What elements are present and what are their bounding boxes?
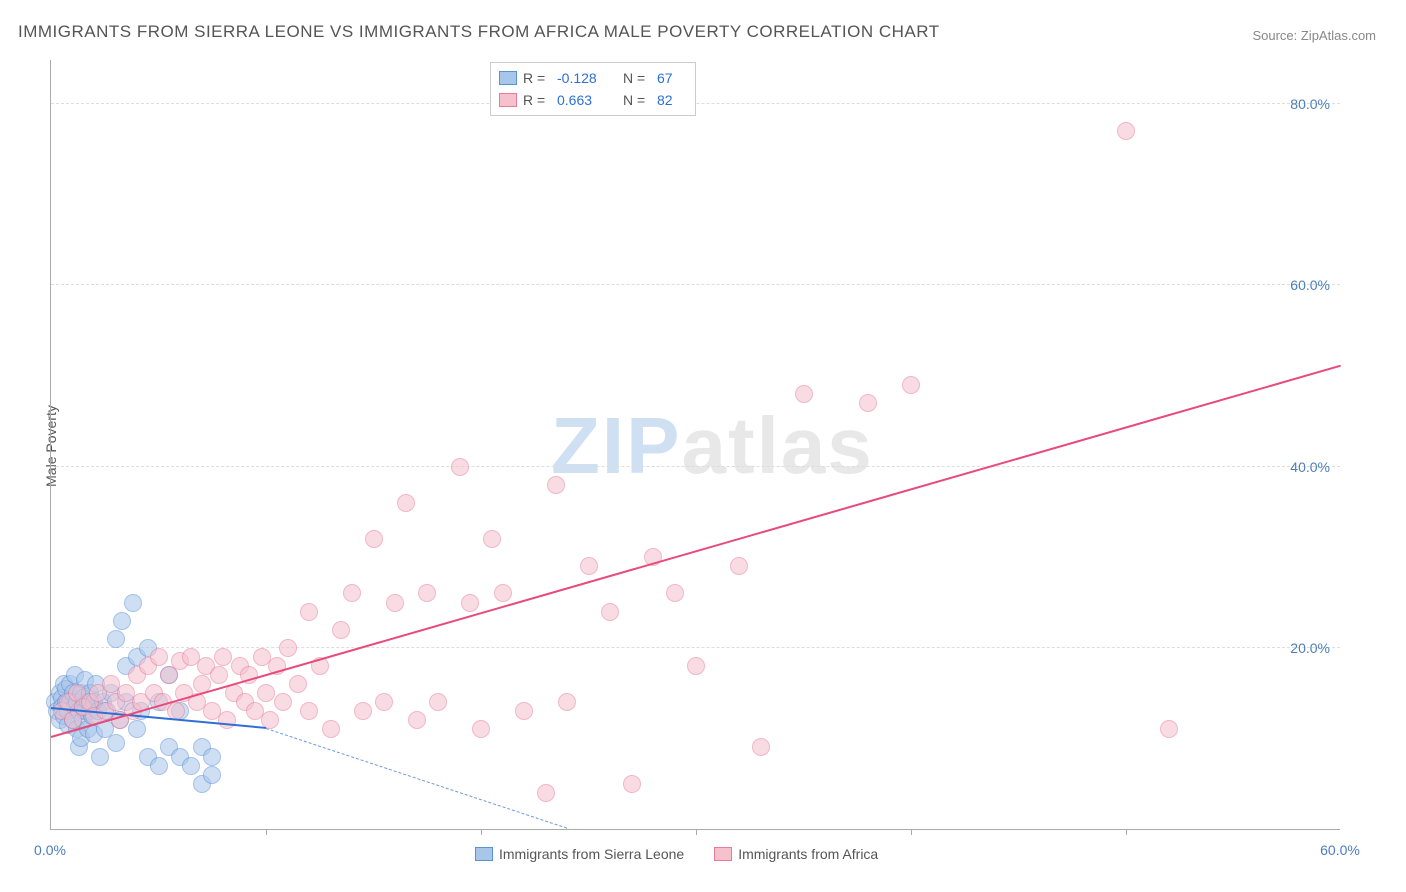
data-point bbox=[214, 648, 232, 666]
legend-row: R = -0.128 N = 67 bbox=[499, 67, 687, 89]
watermark-zip: ZIP bbox=[551, 401, 681, 490]
n-label: N = bbox=[623, 70, 651, 86]
data-point bbox=[461, 594, 479, 612]
data-point bbox=[218, 711, 236, 729]
source-credit: Source: ZipAtlas.com bbox=[1252, 28, 1376, 43]
legend-swatch bbox=[475, 847, 493, 861]
y-tick-label: 40.0% bbox=[1290, 459, 1330, 475]
data-point bbox=[472, 720, 490, 738]
data-point bbox=[902, 376, 920, 394]
watermark: ZIPatlas bbox=[551, 400, 874, 492]
x-tick-label: 60.0% bbox=[1320, 842, 1360, 858]
r-value: -0.128 bbox=[557, 70, 617, 86]
data-point bbox=[322, 720, 340, 738]
data-point bbox=[397, 494, 415, 512]
data-point bbox=[91, 748, 109, 766]
data-point bbox=[274, 693, 292, 711]
data-point bbox=[375, 693, 393, 711]
data-point bbox=[547, 476, 565, 494]
x-tick bbox=[1126, 829, 1127, 835]
legend-label: Immigrants from Sierra Leone bbox=[499, 846, 684, 862]
x-tick bbox=[266, 829, 267, 835]
data-point bbox=[666, 584, 684, 602]
legend-label: Immigrants from Africa bbox=[738, 846, 878, 862]
data-point bbox=[730, 557, 748, 575]
r-value: 0.663 bbox=[557, 92, 617, 108]
data-point bbox=[203, 766, 221, 784]
x-tick bbox=[696, 829, 697, 835]
legend-swatch bbox=[499, 93, 517, 107]
legend-item: Immigrants from Africa bbox=[714, 846, 878, 862]
legend-swatch bbox=[499, 71, 517, 85]
data-point bbox=[687, 657, 705, 675]
data-point bbox=[107, 734, 125, 752]
data-point bbox=[203, 748, 221, 766]
data-point bbox=[300, 603, 318, 621]
x-tick bbox=[481, 829, 482, 835]
data-point bbox=[601, 603, 619, 621]
data-point bbox=[537, 784, 555, 802]
data-point bbox=[1117, 122, 1135, 140]
data-point bbox=[107, 630, 125, 648]
n-value: 67 bbox=[657, 70, 687, 86]
data-point bbox=[113, 612, 131, 630]
data-point bbox=[182, 757, 200, 775]
watermark-atlas: atlas bbox=[681, 401, 873, 490]
data-point bbox=[515, 702, 533, 720]
data-point bbox=[418, 584, 436, 602]
y-tick-label: 80.0% bbox=[1290, 96, 1330, 112]
data-point bbox=[494, 584, 512, 602]
data-point bbox=[332, 621, 350, 639]
data-point bbox=[124, 594, 142, 612]
series-legend: Immigrants from Sierra Leone Immigrants f… bbox=[475, 846, 878, 862]
data-point bbox=[483, 530, 501, 548]
data-point bbox=[580, 557, 598, 575]
legend-row: R = 0.663 N = 82 bbox=[499, 89, 687, 111]
n-label: N = bbox=[623, 92, 651, 108]
gridline bbox=[51, 284, 1340, 285]
data-point bbox=[558, 693, 576, 711]
trend-line bbox=[266, 728, 567, 829]
r-label: R = bbox=[523, 92, 551, 108]
data-point bbox=[289, 675, 307, 693]
data-point bbox=[429, 693, 447, 711]
x-tick-label: 0.0% bbox=[34, 842, 66, 858]
data-point bbox=[128, 720, 146, 738]
correlation-legend: R = -0.128 N = 67 R = 0.663 N = 82 bbox=[490, 62, 696, 116]
data-point bbox=[859, 394, 877, 412]
data-point bbox=[1160, 720, 1178, 738]
data-point bbox=[408, 711, 426, 729]
data-point bbox=[752, 738, 770, 756]
n-value: 82 bbox=[657, 92, 687, 108]
data-point bbox=[386, 594, 404, 612]
data-point bbox=[257, 684, 275, 702]
data-point bbox=[150, 648, 168, 666]
data-point bbox=[451, 458, 469, 476]
data-point bbox=[365, 530, 383, 548]
data-point bbox=[795, 385, 813, 403]
y-tick-label: 60.0% bbox=[1290, 277, 1330, 293]
chart-title: IMMIGRANTS FROM SIERRA LEONE VS IMMIGRAN… bbox=[18, 22, 940, 42]
legend-item: Immigrants from Sierra Leone bbox=[475, 846, 684, 862]
r-label: R = bbox=[523, 70, 551, 86]
x-tick bbox=[911, 829, 912, 835]
data-point bbox=[623, 775, 641, 793]
data-point bbox=[210, 666, 228, 684]
data-point bbox=[343, 584, 361, 602]
scatter-plot: ZIPatlas 20.0% 40.0% 60.0% 80.0% bbox=[50, 60, 1340, 830]
y-tick-label: 20.0% bbox=[1290, 640, 1330, 656]
data-point bbox=[279, 639, 297, 657]
legend-swatch bbox=[714, 847, 732, 861]
gridline bbox=[51, 647, 1340, 648]
gridline bbox=[51, 466, 1340, 467]
data-point bbox=[354, 702, 372, 720]
data-point bbox=[150, 757, 168, 775]
data-point bbox=[300, 702, 318, 720]
